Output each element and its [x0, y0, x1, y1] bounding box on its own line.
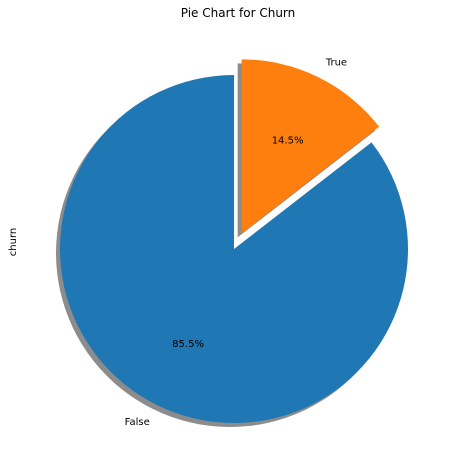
pie-slice-false [60, 75, 409, 423]
pie-slice-true [241, 59, 380, 234]
chart-title: Pie Chart for Churn [181, 6, 296, 20]
slice-label-true: True [325, 57, 347, 68]
slice-pct-label-false: 85.5% [172, 339, 204, 350]
slice-layer [60, 59, 409, 423]
slice-pct-label-true: 14.5% [272, 136, 304, 147]
slice-label-false: False [125, 417, 150, 428]
y-axis-label: churn [8, 228, 19, 256]
label-layer: False 85.5% True 14.5% [125, 57, 347, 427]
